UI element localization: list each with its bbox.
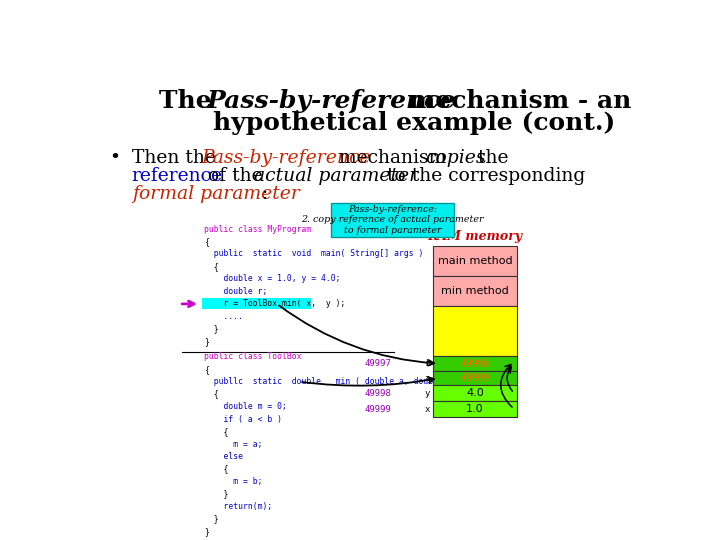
Text: min method: min method [441,286,509,296]
Bar [433,306,517,356]
Text: 49999: 49999 [460,373,490,383]
Text: •: • [109,150,121,167]
Text: }: } [204,515,219,523]
Text: ....: .... [204,312,243,321]
Text: r: r [425,359,430,368]
Text: {: { [204,237,210,246]
Text: {: { [204,390,219,399]
Text: y: y [425,389,430,398]
Text: x: x [425,404,430,414]
Text: if ( a < b ): if ( a < b ) [204,415,282,423]
Text: public class ToolBox: public class ToolBox [204,352,302,361]
Bar [433,401,517,417]
Bar [433,356,517,371]
Bar [433,246,517,276]
Text: mechanism - an: mechanism - an [400,89,631,113]
Bar [433,276,517,306]
Text: Pass-by-reference:: Pass-by-reference: [348,205,437,214]
Text: }: } [204,489,229,498]
Text: 49999: 49999 [364,404,392,414]
Text: {: { [204,464,229,474]
Text: b: b [425,359,430,368]
Bar [433,386,517,401]
Text: m = b;: m = b; [204,477,263,486]
Text: public class MyProgram: public class MyProgram [204,225,312,233]
Text: Pass-by-reference: Pass-by-reference [207,89,456,113]
Bar [202,298,311,309]
Text: 2. copy reference of actual parameter: 2. copy reference of actual parameter [302,215,484,224]
Text: The: The [159,89,220,113]
Text: formal parameter: formal parameter [132,185,300,203]
Text: to formal parameter: to formal parameter [344,226,441,234]
Text: to the corresponding: to the corresponding [381,167,585,185]
Text: actual parameter: actual parameter [254,167,418,185]
Text: 49998: 49998 [460,359,490,369]
Text: m = a;: m = a; [204,440,263,449]
Text: 49997: 49997 [364,359,392,368]
Text: {: { [204,364,210,374]
Text: }: } [204,337,210,346]
Text: of the: of the [202,167,269,185]
Text: return(m);: return(m); [204,502,273,511]
Text: copies: copies [426,150,486,167]
Text: reference: reference [132,167,223,185]
Text: a: a [425,374,430,383]
Text: the: the [472,150,509,167]
Text: Pass-by-reference: Pass-by-reference [202,150,371,167]
Text: }: } [204,325,219,333]
Text: }: } [204,527,210,536]
Text: RAM memory: RAM memory [428,230,523,243]
Text: {: { [204,262,219,271]
Text: double m = 0;: double m = 0; [204,402,287,411]
Text: :: : [262,185,269,203]
Text: 49998: 49998 [364,389,392,398]
Text: r = ToolBox.min( x,  y );: r = ToolBox.min( x, y ); [204,299,346,308]
Text: Then the: Then the [132,150,222,167]
Text: 4.0: 4.0 [466,388,484,399]
Text: main method: main method [438,256,513,266]
Text: else: else [204,452,243,461]
Text: {: { [204,427,229,436]
Text: double r;: double r; [204,287,268,296]
FancyBboxPatch shape [331,203,454,237]
Text: mechanism: mechanism [333,150,452,167]
Text: publlc  static  double   min ( double a, double b: publlc static double min ( double a, dou… [204,377,453,386]
Text: 1.0: 1.0 [467,404,484,414]
Text: double x = 1.0, y = 4.0;: double x = 1.0, y = 4.0; [204,274,341,284]
Bar [433,371,517,386]
Text: public  static  void  main( String[] args ): public static void main( String[] args ) [204,249,424,259]
Text: hypothetical example (cont.): hypothetical example (cont.) [213,111,616,135]
